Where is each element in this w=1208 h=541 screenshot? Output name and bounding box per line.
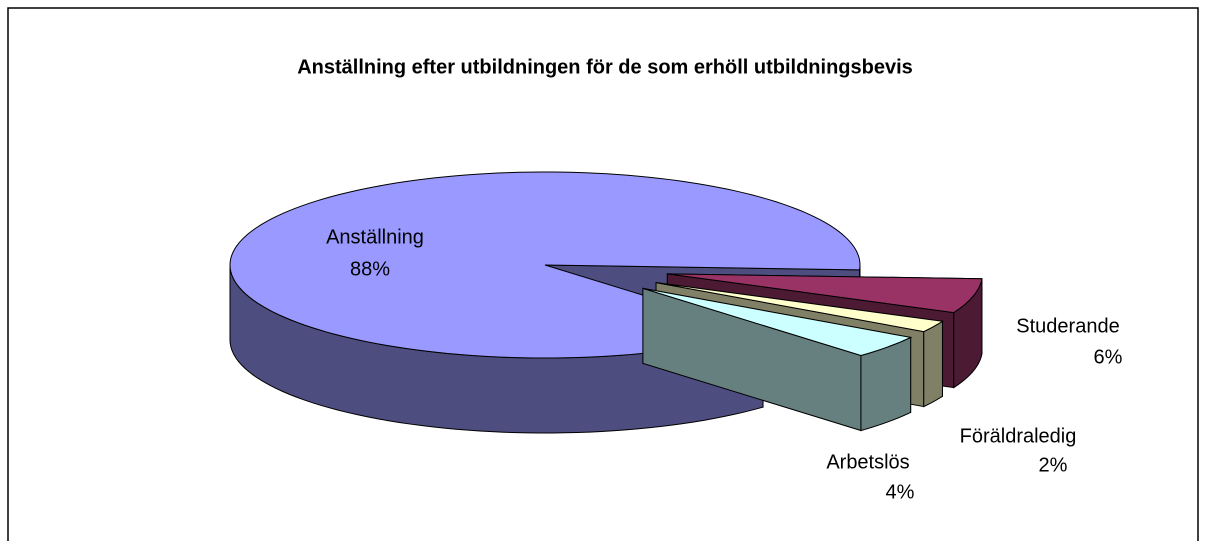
chart-title: Anställning efter utbildningen för de so…: [297, 56, 913, 78]
slice-top: [642, 287, 913, 357]
slice-value-label: 6%: [1094, 346, 1123, 368]
slice-top: [667, 273, 983, 314]
slice-value-label: 88%: [350, 258, 390, 280]
slice-wall: [923, 320, 943, 408]
slice-label: Arbetslös: [826, 451, 909, 473]
slice-top: [229, 171, 861, 359]
slice-value-label: 4%: [886, 481, 915, 503]
pie-slice: [642, 287, 913, 432]
slice-label: Anställning: [326, 226, 424, 248]
slice-top: [655, 282, 944, 333]
slice-value-label: 2%: [1039, 454, 1068, 476]
slice-label: Föräldraledig: [960, 425, 1077, 447]
slice-label: Studerande: [1016, 315, 1119, 337]
